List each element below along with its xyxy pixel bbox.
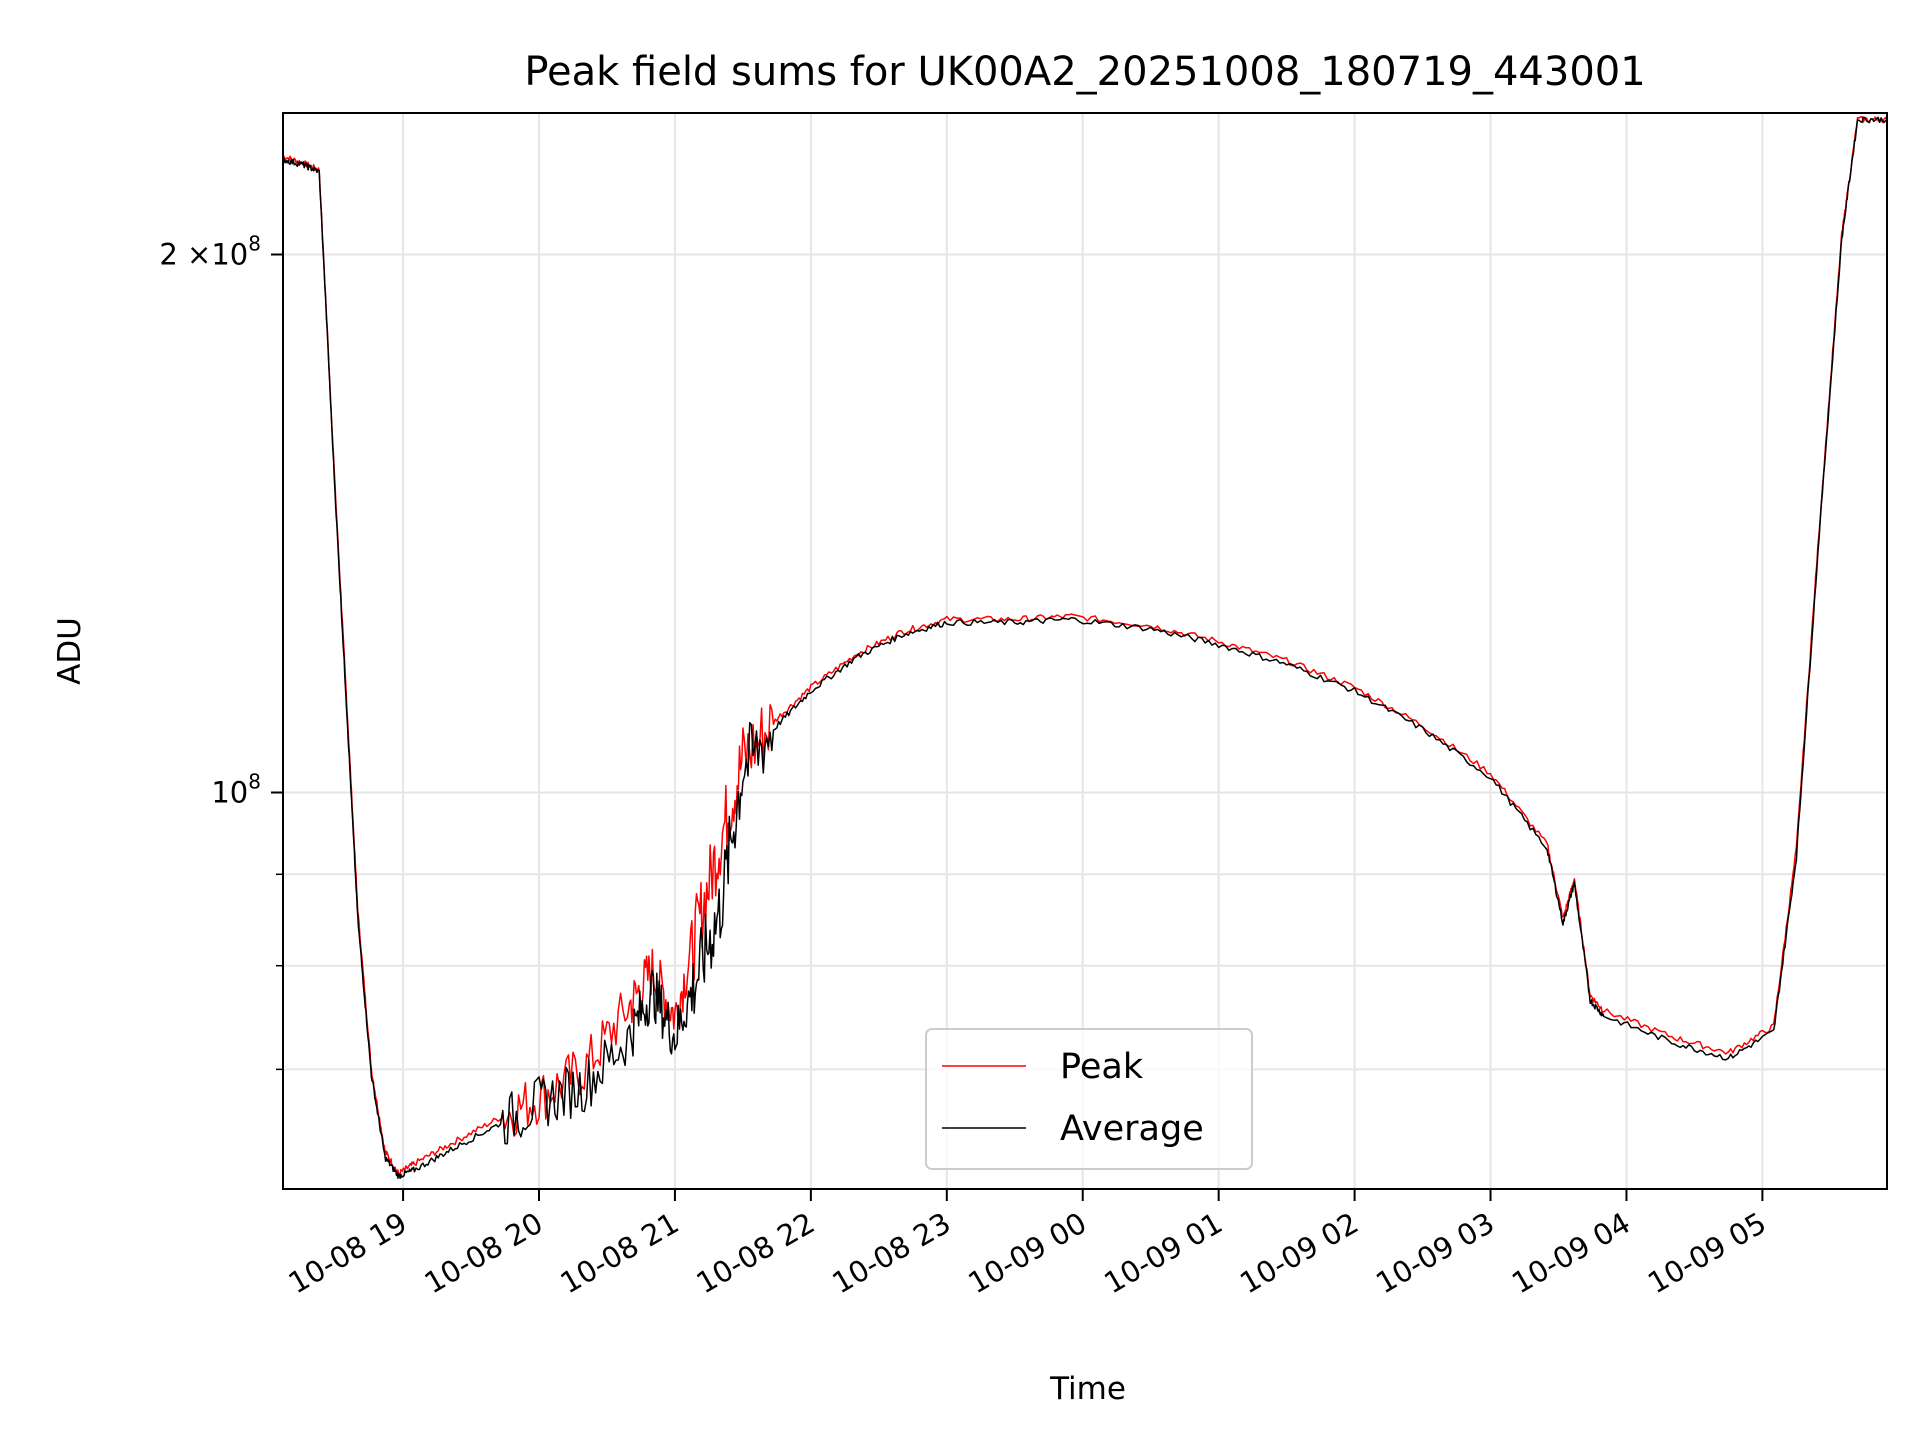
y-axis: 2 ×108 108 bbox=[159, 232, 283, 1071]
legend-label-peak: Peak bbox=[1060, 1047, 1144, 1087]
plot-area bbox=[283, 113, 1887, 1189]
y-tick-label: 2 ×108 bbox=[159, 232, 261, 272]
legend: Peak Average bbox=[925, 1028, 1253, 1170]
legend-label-average: Average bbox=[1060, 1109, 1204, 1149]
legend-frame bbox=[925, 1028, 1253, 1170]
y-tick-label: 108 bbox=[211, 770, 261, 810]
grid bbox=[283, 113, 1887, 1189]
series-line-average bbox=[282, 116, 1888, 1180]
x-axis-label: Time bbox=[1049, 1371, 1126, 1407]
y-axis-label: ADU bbox=[52, 617, 88, 685]
chart-title: Peak field sums for UK00A2_20251008_1807… bbox=[524, 49, 1645, 95]
plot-frame bbox=[282, 112, 1888, 1190]
series-layer bbox=[282, 115, 1888, 1180]
